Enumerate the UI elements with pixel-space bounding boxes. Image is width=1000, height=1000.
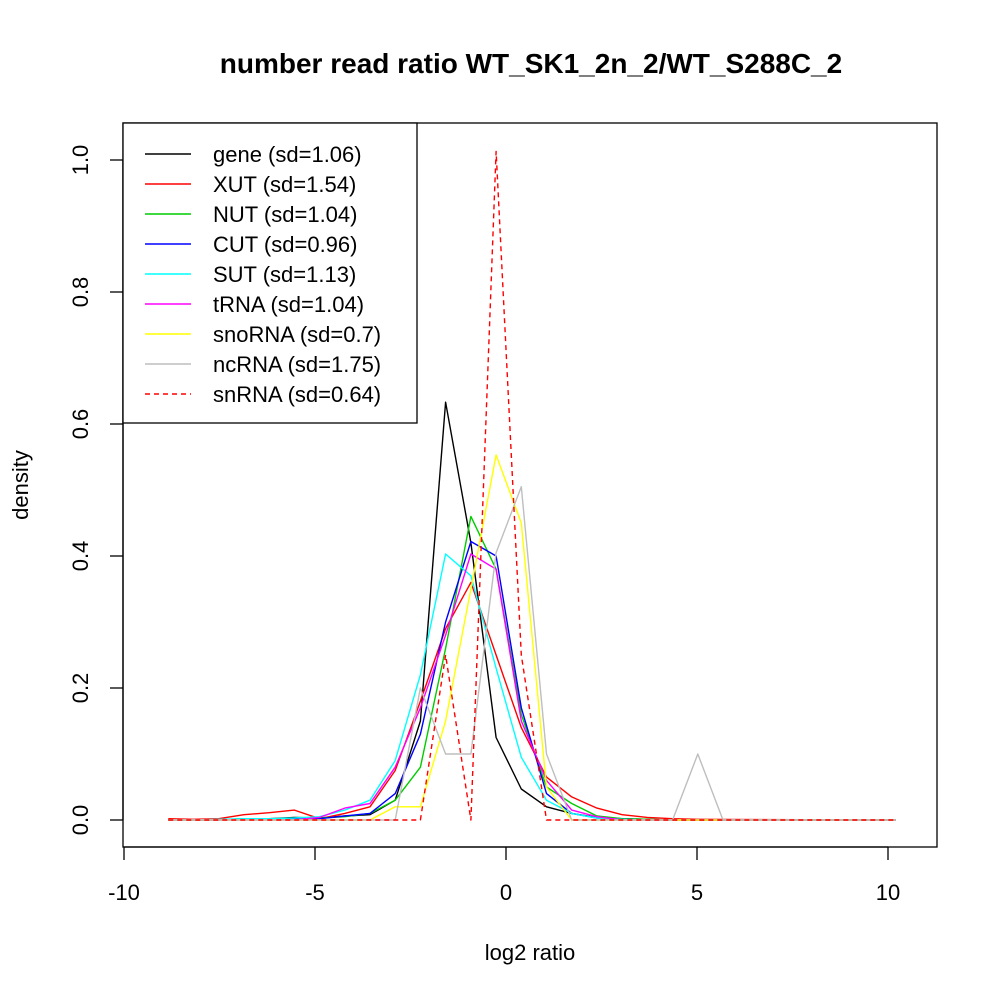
legend-label: snoRNA (sd=0.7) (213, 322, 381, 347)
series-line-0 (168, 401, 896, 821)
legend-label: CUT (sd=0.96) (213, 232, 357, 257)
x-tick-label: -10 (108, 880, 140, 905)
legend-label: ncRNA (sd=1.75) (213, 352, 381, 377)
series-line-8 (168, 150, 896, 821)
series-line-6 (168, 454, 896, 821)
y-tick-label: 0.8 (68, 277, 93, 308)
legend-label: tRNA (sd=1.04) (213, 292, 364, 317)
y-tick-label: 0.4 (68, 541, 93, 572)
x-tick-label: 10 (876, 880, 900, 905)
legend-label: XUT (sd=1.54) (213, 172, 356, 197)
series-line-7 (168, 486, 896, 821)
legend-label: NUT (sd=1.04) (213, 202, 357, 227)
x-tick-label: 0 (500, 880, 512, 905)
x-tick-label: -5 (305, 880, 325, 905)
y-axis: 0.0 0.2 0.4 0.6 0.8 1.0 (68, 145, 124, 836)
legend-box (122, 122, 418, 424)
y-tick-label: 0.2 (68, 673, 93, 704)
series-layer (168, 150, 896, 821)
y-tick-label: 1.0 (68, 145, 93, 176)
series-line-1 (168, 581, 896, 821)
y-axis-label: density (8, 450, 33, 520)
legend-label: gene (sd=1.06) (213, 142, 362, 167)
x-tick-label: 5 (691, 880, 703, 905)
legend-label: SUT (sd=1.13) (213, 262, 356, 287)
chart-title: number read ratio WT_SK1_2n_2/WT_S288C_2 (220, 48, 842, 79)
legend: gene (sd=1.06) XUT (sd=1.54) NUT (sd=1.04)… (122, 122, 418, 424)
legend-label: snRNA (sd=0.64) (213, 382, 381, 407)
y-tick-label: 0.6 (68, 409, 93, 440)
x-axis: -10 -5 0 5 10 (108, 846, 900, 905)
series-line-3 (168, 540, 896, 821)
x-axis-label: log2 ratio (485, 940, 576, 965)
y-tick-label: 0.0 (68, 805, 93, 836)
